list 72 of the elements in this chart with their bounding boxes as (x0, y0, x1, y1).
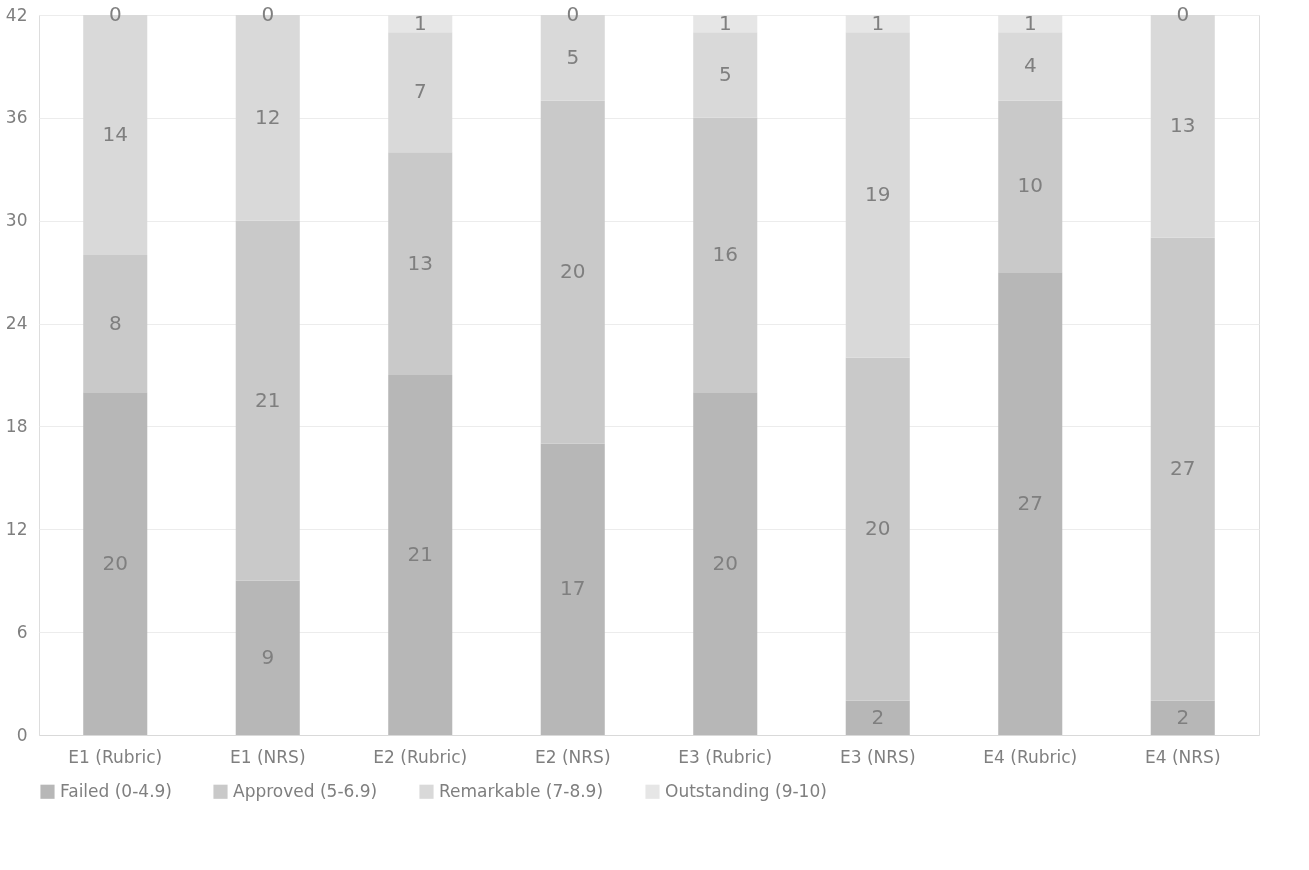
data-label: 1 (718, 10, 732, 35)
data-label: 21 (255, 387, 281, 412)
x-tick-label: E4 (NRS) (1144, 746, 1221, 767)
bar (388, 375, 453, 735)
data-label: 20 (712, 550, 738, 575)
y-tick-label: 6 (16, 621, 28, 642)
bar (1150, 237, 1215, 701)
y-tick-label: 12 (5, 518, 28, 539)
data-label: 4 (1023, 53, 1037, 78)
data-label: 0 (108, 2, 122, 26)
legend-label: Approved (5-6.9) (233, 780, 378, 801)
data-label: 20 (865, 516, 891, 541)
data-label: 7 (413, 79, 427, 104)
legend-label: Outstanding (9-10) (665, 780, 827, 801)
y-tick-label: 24 (5, 313, 28, 334)
x-tick-label: E1 (Rubric) (68, 746, 163, 767)
legend-label: Remarkable (7-8.9) (439, 780, 604, 801)
y-tick-label: 30 (5, 210, 28, 231)
data-label: 10 (1017, 173, 1043, 198)
legend-label: Failed (0-4.9) (60, 780, 172, 801)
data-label: 27 (1017, 490, 1043, 515)
bar (998, 272, 1063, 735)
bar (540, 443, 605, 735)
data-label: 13 (407, 250, 433, 275)
bar (998, 32, 1063, 101)
data-label: 0 (1176, 2, 1190, 26)
x-tick-label: E2 (Rubric) (373, 746, 468, 767)
data-label: 1 (1023, 10, 1037, 35)
data-label: 21 (407, 542, 433, 566)
x-tick-label: E4 (Rubric) (983, 746, 1078, 767)
y-tick-label: 42 (5, 4, 28, 25)
data-label: 20 (102, 550, 128, 575)
bar (845, 32, 910, 358)
bar (388, 32, 453, 153)
data-label: 14 (102, 122, 128, 146)
bar (540, 100, 605, 444)
x-tick-label: E2 (NRS) (534, 746, 611, 767)
x-tick-label: E3 (Rubric) (678, 746, 773, 767)
bar (235, 580, 300, 735)
data-label: 5 (566, 44, 580, 69)
bar (693, 392, 758, 735)
y-tick-label: 18 (5, 415, 28, 436)
bar (1150, 700, 1215, 735)
bar (998, 100, 1063, 273)
bar (83, 392, 148, 735)
data-label: 9 (261, 644, 275, 669)
bar (693, 32, 758, 118)
data-label: 0 (566, 2, 580, 26)
bar (235, 220, 300, 581)
data-label: 1 (413, 10, 427, 35)
x-tick-label: E1 (NRS) (229, 746, 306, 767)
bar (388, 152, 453, 375)
bar (693, 117, 758, 393)
data-label: 27 (1170, 456, 1196, 481)
x-tick-label: E3 (NRS) (839, 746, 916, 767)
data-label: 1 (871, 10, 885, 35)
data-label: 17 (560, 576, 586, 601)
data-label: 5 (718, 62, 732, 86)
data-label: 0 (261, 2, 275, 26)
bar (845, 700, 910, 735)
data-label: 8 (108, 310, 122, 335)
bar (845, 357, 910, 701)
data-label: 12 (255, 104, 281, 129)
data-label: 2 (871, 704, 885, 729)
data-label: 13 (1170, 113, 1196, 138)
y-tick-label: 0 (16, 724, 28, 745)
bar (83, 255, 148, 393)
data-label: 20 (560, 259, 586, 284)
data-label: 19 (865, 182, 891, 206)
data-label: 2 (1176, 704, 1190, 729)
data-label: 16 (712, 242, 738, 266)
y-tick-label: 36 (5, 107, 28, 128)
